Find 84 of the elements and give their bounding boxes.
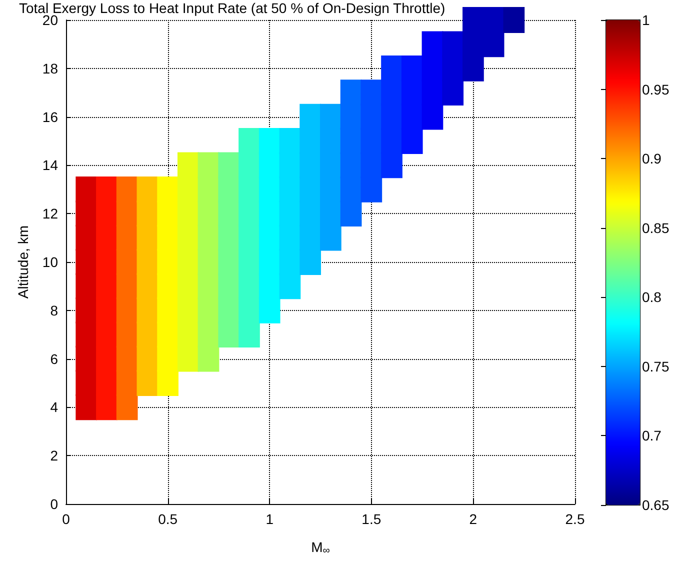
x-tick-label: 0.5 [158, 511, 178, 527]
y-tick-label: 10 [42, 254, 58, 270]
point [360, 176, 382, 202]
point [238, 176, 260, 202]
point [300, 104, 321, 130]
point [258, 176, 280, 202]
point [381, 55, 402, 82]
point [401, 104, 423, 130]
point [218, 297, 240, 324]
point [503, 7, 525, 33]
y-tick-label: 6 [50, 350, 58, 367]
point [76, 370, 98, 396]
point [401, 128, 423, 154]
color-bar-label: 0.85 [642, 220, 670, 236]
y-tick-label: 12 [42, 206, 58, 222]
point [218, 176, 240, 202]
point [116, 297, 138, 324]
point [462, 55, 484, 82]
point [116, 176, 138, 202]
point [76, 297, 98, 324]
point [320, 176, 342, 202]
y-axis-title: Altitude, km [15, 225, 31, 299]
y-tick-label: 14 [42, 157, 58, 174]
point [482, 31, 504, 58]
x-tick-label: 1 [266, 511, 274, 527]
point [238, 322, 260, 348]
point [442, 31, 464, 58]
point [340, 200, 362, 227]
x-tick-label: 2.5 [565, 511, 585, 527]
y-tick-label: 16 [42, 108, 58, 125]
point [238, 128, 260, 154]
color-bar-label: 1 [642, 12, 650, 28]
point [258, 128, 280, 154]
point [381, 152, 402, 178]
point [157, 370, 178, 396]
point [279, 273, 301, 300]
point [320, 224, 342, 251]
point [198, 152, 220, 178]
point [218, 152, 240, 178]
color-bar-label: 0.65 [642, 497, 670, 513]
color-bar-label: 0.8 [642, 289, 662, 306]
y-tick-label: 4 [50, 399, 58, 416]
point [96, 297, 118, 324]
y-tick-label: 2 [50, 448, 58, 464]
point [340, 80, 362, 106]
color-bar-label: 0.75 [642, 358, 670, 374]
point [258, 224, 280, 251]
point [96, 176, 118, 202]
point [258, 297, 280, 324]
color-bar-label: 0.95 [642, 81, 670, 98]
point [462, 7, 484, 33]
point [442, 80, 464, 106]
y-tick-label: 0 [50, 496, 58, 512]
point [177, 176, 199, 202]
point [116, 370, 138, 396]
point [482, 7, 504, 33]
x-tick-label: 1.5 [362, 511, 382, 527]
point [177, 152, 199, 178]
y-tick-label: 8 [50, 302, 58, 318]
color-bar-label: 0.7 [642, 428, 662, 444]
point [401, 55, 423, 82]
point [360, 80, 382, 106]
point [442, 55, 464, 82]
point [116, 394, 138, 420]
x-axis-title: M∞ [311, 539, 330, 556]
point [116, 224, 138, 251]
point [76, 176, 98, 202]
y-tick-label: 18 [42, 60, 58, 76]
point [177, 297, 199, 324]
x-tick-label: 0 [62, 511, 70, 527]
point [422, 104, 444, 130]
x-tick-label: 2 [469, 511, 478, 527]
point [198, 346, 220, 372]
point [157, 176, 178, 202]
point [300, 249, 321, 275]
point [300, 176, 321, 202]
point [96, 370, 118, 396]
point [136, 176, 158, 202]
point [279, 128, 301, 154]
point [238, 297, 260, 324]
color-bar-label: 0.9 [642, 150, 662, 167]
point [157, 297, 178, 324]
point [422, 31, 444, 58]
point [320, 104, 342, 130]
